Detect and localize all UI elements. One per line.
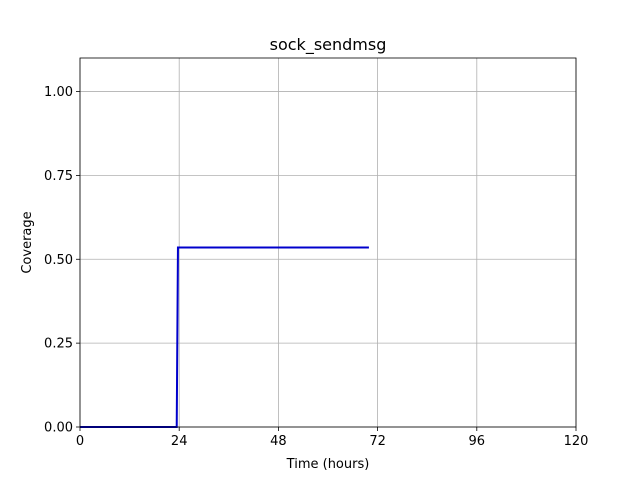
tick-layer: 0 24 48 72 96 120 0.00 0.25 0.50 0.75 1.00 [44,85,588,449]
y-axis-label: Coverage [20,211,35,273]
y-tick-label: 0.00 [44,421,73,436]
x-tick-label: 48 [270,434,287,449]
x-tick-label: 96 [469,434,486,449]
x-axis-label: Time (hours) [286,457,370,472]
y-tick-label: 1.00 [44,85,73,100]
chart-title: sock_sendmsg [270,35,387,55]
x-tick-label: 0 [76,434,84,449]
y-tick-label: 0.25 [44,337,73,352]
x-tick-label: 72 [369,434,386,449]
y-tick-label: 0.75 [44,169,73,184]
x-tick-label: 24 [171,434,188,449]
x-tick-label: 120 [564,434,589,449]
y-tick-label: 0.50 [44,253,73,268]
plot-frame [79,57,577,428]
